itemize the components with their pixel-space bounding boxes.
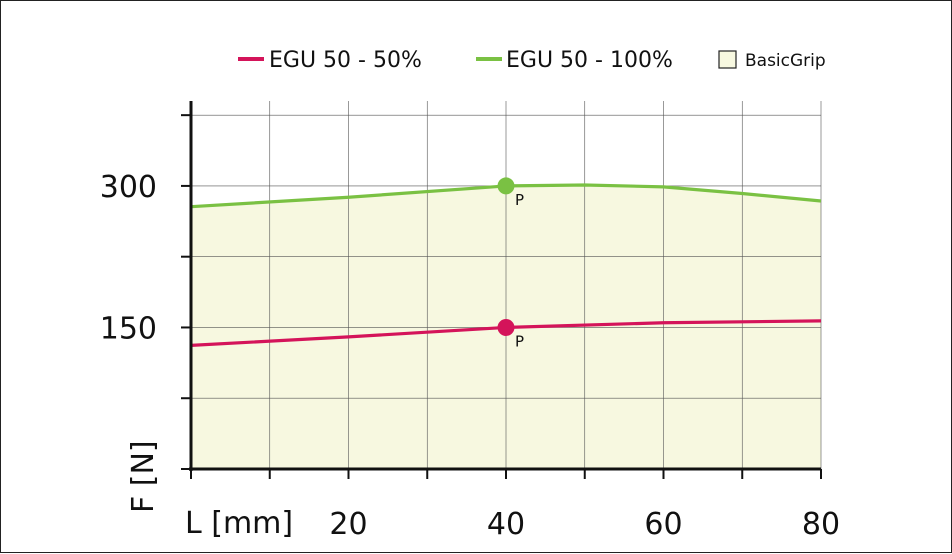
- axis-layer: 20 40 60 80 300 150: [100, 101, 840, 542]
- y-tick-label: 150: [100, 311, 157, 346]
- x-tick-label: 20: [329, 507, 367, 542]
- x-tick-label: 60: [644, 507, 682, 542]
- x-tick-label: 80: [802, 507, 840, 542]
- data-point-label-1: P: [515, 191, 524, 209]
- data-point-label-0: P: [515, 332, 524, 350]
- x-tick-label: 40: [487, 507, 525, 542]
- data-point-marker-1: [497, 177, 515, 195]
- x-axis-label: L [mm]: [185, 506, 293, 541]
- legend-label-egu50-50: EGU 50 - 50%: [269, 48, 422, 73]
- y-tick-label: 300: [100, 170, 157, 205]
- legend: EGU 50 - 50% EGU 50 - 100% BasicGrip: [238, 48, 826, 73]
- legend-label-basicgrip: BasicGrip: [745, 51, 826, 71]
- y-axis-label: F [N]: [126, 440, 161, 513]
- legend-swatch-basicgrip: [718, 50, 737, 69]
- data-point-marker-0: [497, 318, 515, 336]
- legend-label-egu50-100: EGU 50 - 100%: [506, 48, 673, 73]
- series-layer: PP: [190, 177, 822, 350]
- series-line-1: [190, 183, 822, 209]
